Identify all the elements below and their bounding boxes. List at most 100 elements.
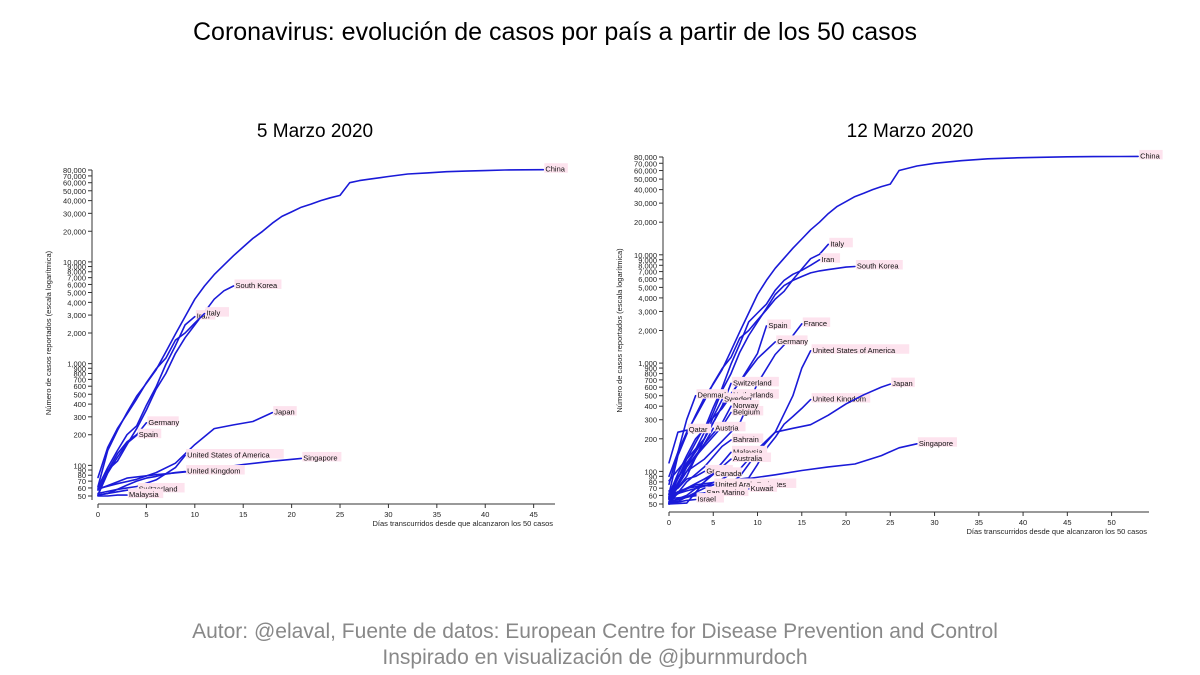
chart-1-series-china — [97, 168, 545, 488]
chart-1-y-tick-label: 70,000 — [63, 172, 86, 181]
chart-2-label-bg-denmark — [696, 389, 728, 399]
chart-2-x-tick-label: 30 — [930, 518, 938, 527]
chart-1-series-united-kingdom — [97, 470, 186, 496]
chart-1-label-united-states-of-america: United States of America — [187, 451, 270, 460]
chart-1-y-tick-label: 600 — [73, 382, 86, 391]
chart-1-y-tick-label: 40,000 — [63, 197, 86, 206]
chart-2: 50607080901002003004005006007008009001,0… — [615, 149, 1163, 536]
chart-2-series-iran — [668, 259, 821, 496]
chart-2-label-malaysia: Malaysia — [733, 447, 763, 456]
chart-1-label-bg-switzerland — [137, 482, 185, 493]
chart-2-label-bg-iran — [820, 253, 841, 263]
chart-2-y-tick-label: 700 — [644, 376, 657, 385]
chart-2-y-tick-label: 60 — [649, 491, 657, 500]
chart-1-label-japan: Japan — [274, 408, 294, 417]
chart-1-y-tick-label: 6,000 — [67, 280, 86, 289]
chart-2-x-tick-label: 10 — [753, 518, 761, 527]
chart-1-y-tick-label: 300 — [73, 413, 86, 422]
chart-2-series-denmark — [668, 394, 697, 478]
chart-1-series-japan — [97, 411, 274, 490]
credit-author-source: Autor: @elaval, Fuente de datos: Europea… — [192, 620, 998, 643]
chart-2-label-bg-austria — [714, 421, 746, 432]
chart-1-y-tick-label: 500 — [73, 390, 86, 399]
chart-1-y-tick-label: 5,000 — [67, 289, 86, 298]
chart-2-x-tick-label: 25 — [886, 518, 894, 527]
chart-2-series-austria — [668, 427, 715, 501]
chart-2-label-bg-united-states-of-america — [811, 344, 910, 354]
chart-1-label-bg-germany — [147, 416, 179, 426]
chart-1-label-bg-singapore — [302, 451, 342, 462]
chart-1-y-tick-label: 90 — [78, 466, 86, 475]
chart-2-label-bg-south-korea — [855, 259, 903, 270]
chart-2-y-tick-label: 70,000 — [634, 159, 657, 168]
chart-2-y-tick-label: 9,000 — [638, 256, 657, 265]
chart-1-label-malaysia: Malaysia — [129, 490, 159, 499]
chart-2-x-tick-label: 35 — [975, 518, 983, 527]
chart-1-x-tick-label: 25 — [336, 510, 344, 519]
chart-1-y-tick-label: 50 — [78, 492, 86, 501]
chart-1-series-spain — [97, 434, 138, 496]
chart-2-x-axis-label: Días transcurridos desde que alcanzaron … — [966, 527, 1147, 536]
chart-2-y-tick-label: 3,000 — [638, 307, 657, 316]
chart-2-label-bg-netherlands — [731, 389, 779, 399]
chart-2-label-bg-spain — [767, 319, 791, 330]
chart-2-label-italy: Italy — [830, 239, 844, 248]
credit-inspiration: Inspirado en visualización de @jburnmurd… — [382, 646, 808, 669]
chart-1-y-tick-label: 4,000 — [67, 298, 86, 307]
chart-1-label-iran: Iran — [197, 312, 210, 321]
chart-2-series-singapore — [668, 443, 918, 498]
chart-2-series-bahrain — [668, 439, 732, 505]
chart-2-label-bg-italy — [829, 237, 853, 248]
chart-1-series-malaysia — [97, 494, 128, 497]
chart-1-y-tick-label: 3,000 — [67, 311, 86, 320]
chart-2-series-sweden — [668, 398, 723, 496]
chart-1-y-axis-label: Número de casos reportados (escala logar… — [44, 250, 53, 415]
chart-2-y-tick-label: 10,000 — [634, 251, 657, 260]
chart-2-label-bg-israel — [696, 493, 724, 503]
chart-2-label-japan: Japan — [892, 379, 912, 388]
chart-2-y-tick-label: 30,000 — [634, 199, 657, 208]
chart-2-x-tick-label: 5 — [711, 518, 715, 527]
chart-1-label-bg-united-kingdom — [186, 465, 245, 475]
chart-1-y-tick-label: 20,000 — [63, 227, 86, 236]
chart-1-y-tick-label: 80,000 — [63, 166, 86, 175]
chart-2-label-united-states-of-america: United States of America — [813, 346, 896, 355]
chart-1-x-tick-label: 35 — [433, 510, 441, 519]
chart-1-y-tick-label: 60,000 — [63, 179, 86, 188]
chart-2-label-bg-canada — [714, 467, 742, 477]
chart-2-x-tick-label: 40 — [1019, 518, 1027, 527]
chart-1-label-south-korea: South Korea — [236, 281, 279, 290]
chart-2-y-tick-label: 60,000 — [634, 167, 657, 176]
chart-2-label-united-kingdom: United Kingdom — [813, 395, 866, 404]
chart-2-x-tick-label: 45 — [1063, 518, 1071, 527]
chart-2-series-united-arab-emirates — [668, 484, 715, 497]
chart-2-series-greece — [668, 470, 706, 492]
chart-1-x-tick-label: 15 — [239, 510, 247, 519]
chart-2-y-tick-label: 90 — [649, 472, 657, 481]
chart-1-y-tick-label: 400 — [73, 400, 86, 409]
chart-2-y-tick-label: 50,000 — [634, 175, 657, 184]
chart-2-y-tick-label: 70 — [649, 484, 657, 493]
chart-2-y-tick-label: 4,000 — [638, 294, 657, 303]
chart-2-y-tick-label: 900 — [644, 364, 657, 373]
chart-2-y-tick-label: 5,000 — [638, 283, 657, 292]
chart-2-x-tick-label: 20 — [842, 518, 850, 527]
chart-2-label-bg-united-kingdom — [811, 393, 871, 403]
chart-1-y-tick-label: 80 — [78, 471, 86, 480]
chart-2-series-israel — [668, 498, 697, 505]
chart-2-label-bg-bahrain — [731, 433, 764, 443]
chart-1-y-tick-label: 70 — [78, 477, 86, 486]
chart-1-y-tick-label: 700 — [73, 375, 86, 384]
chart-2-label-qatar: Qatar — [689, 425, 708, 434]
chart-2-label-france: France — [804, 319, 827, 328]
chart-1-label-bg-china — [544, 163, 568, 173]
chart-1-label-germany: Germany — [148, 418, 179, 427]
chart-2-label-bg-sweden — [723, 393, 751, 403]
chart-1-label-united-kingdom: United Kingdom — [187, 467, 240, 476]
chart-1-x-axis-label: Días transcurridos desde que alcanzaron … — [372, 519, 553, 528]
chart-2-y-tick-label: 20,000 — [634, 218, 657, 227]
chart-2-y-tick-label: 600 — [644, 383, 657, 392]
chart-1-x-tick-label: 30 — [384, 510, 392, 519]
chart-2-label-norway: Norway — [733, 401, 759, 410]
chart-2-title: 12 Marzo 2020 — [846, 121, 974, 142]
